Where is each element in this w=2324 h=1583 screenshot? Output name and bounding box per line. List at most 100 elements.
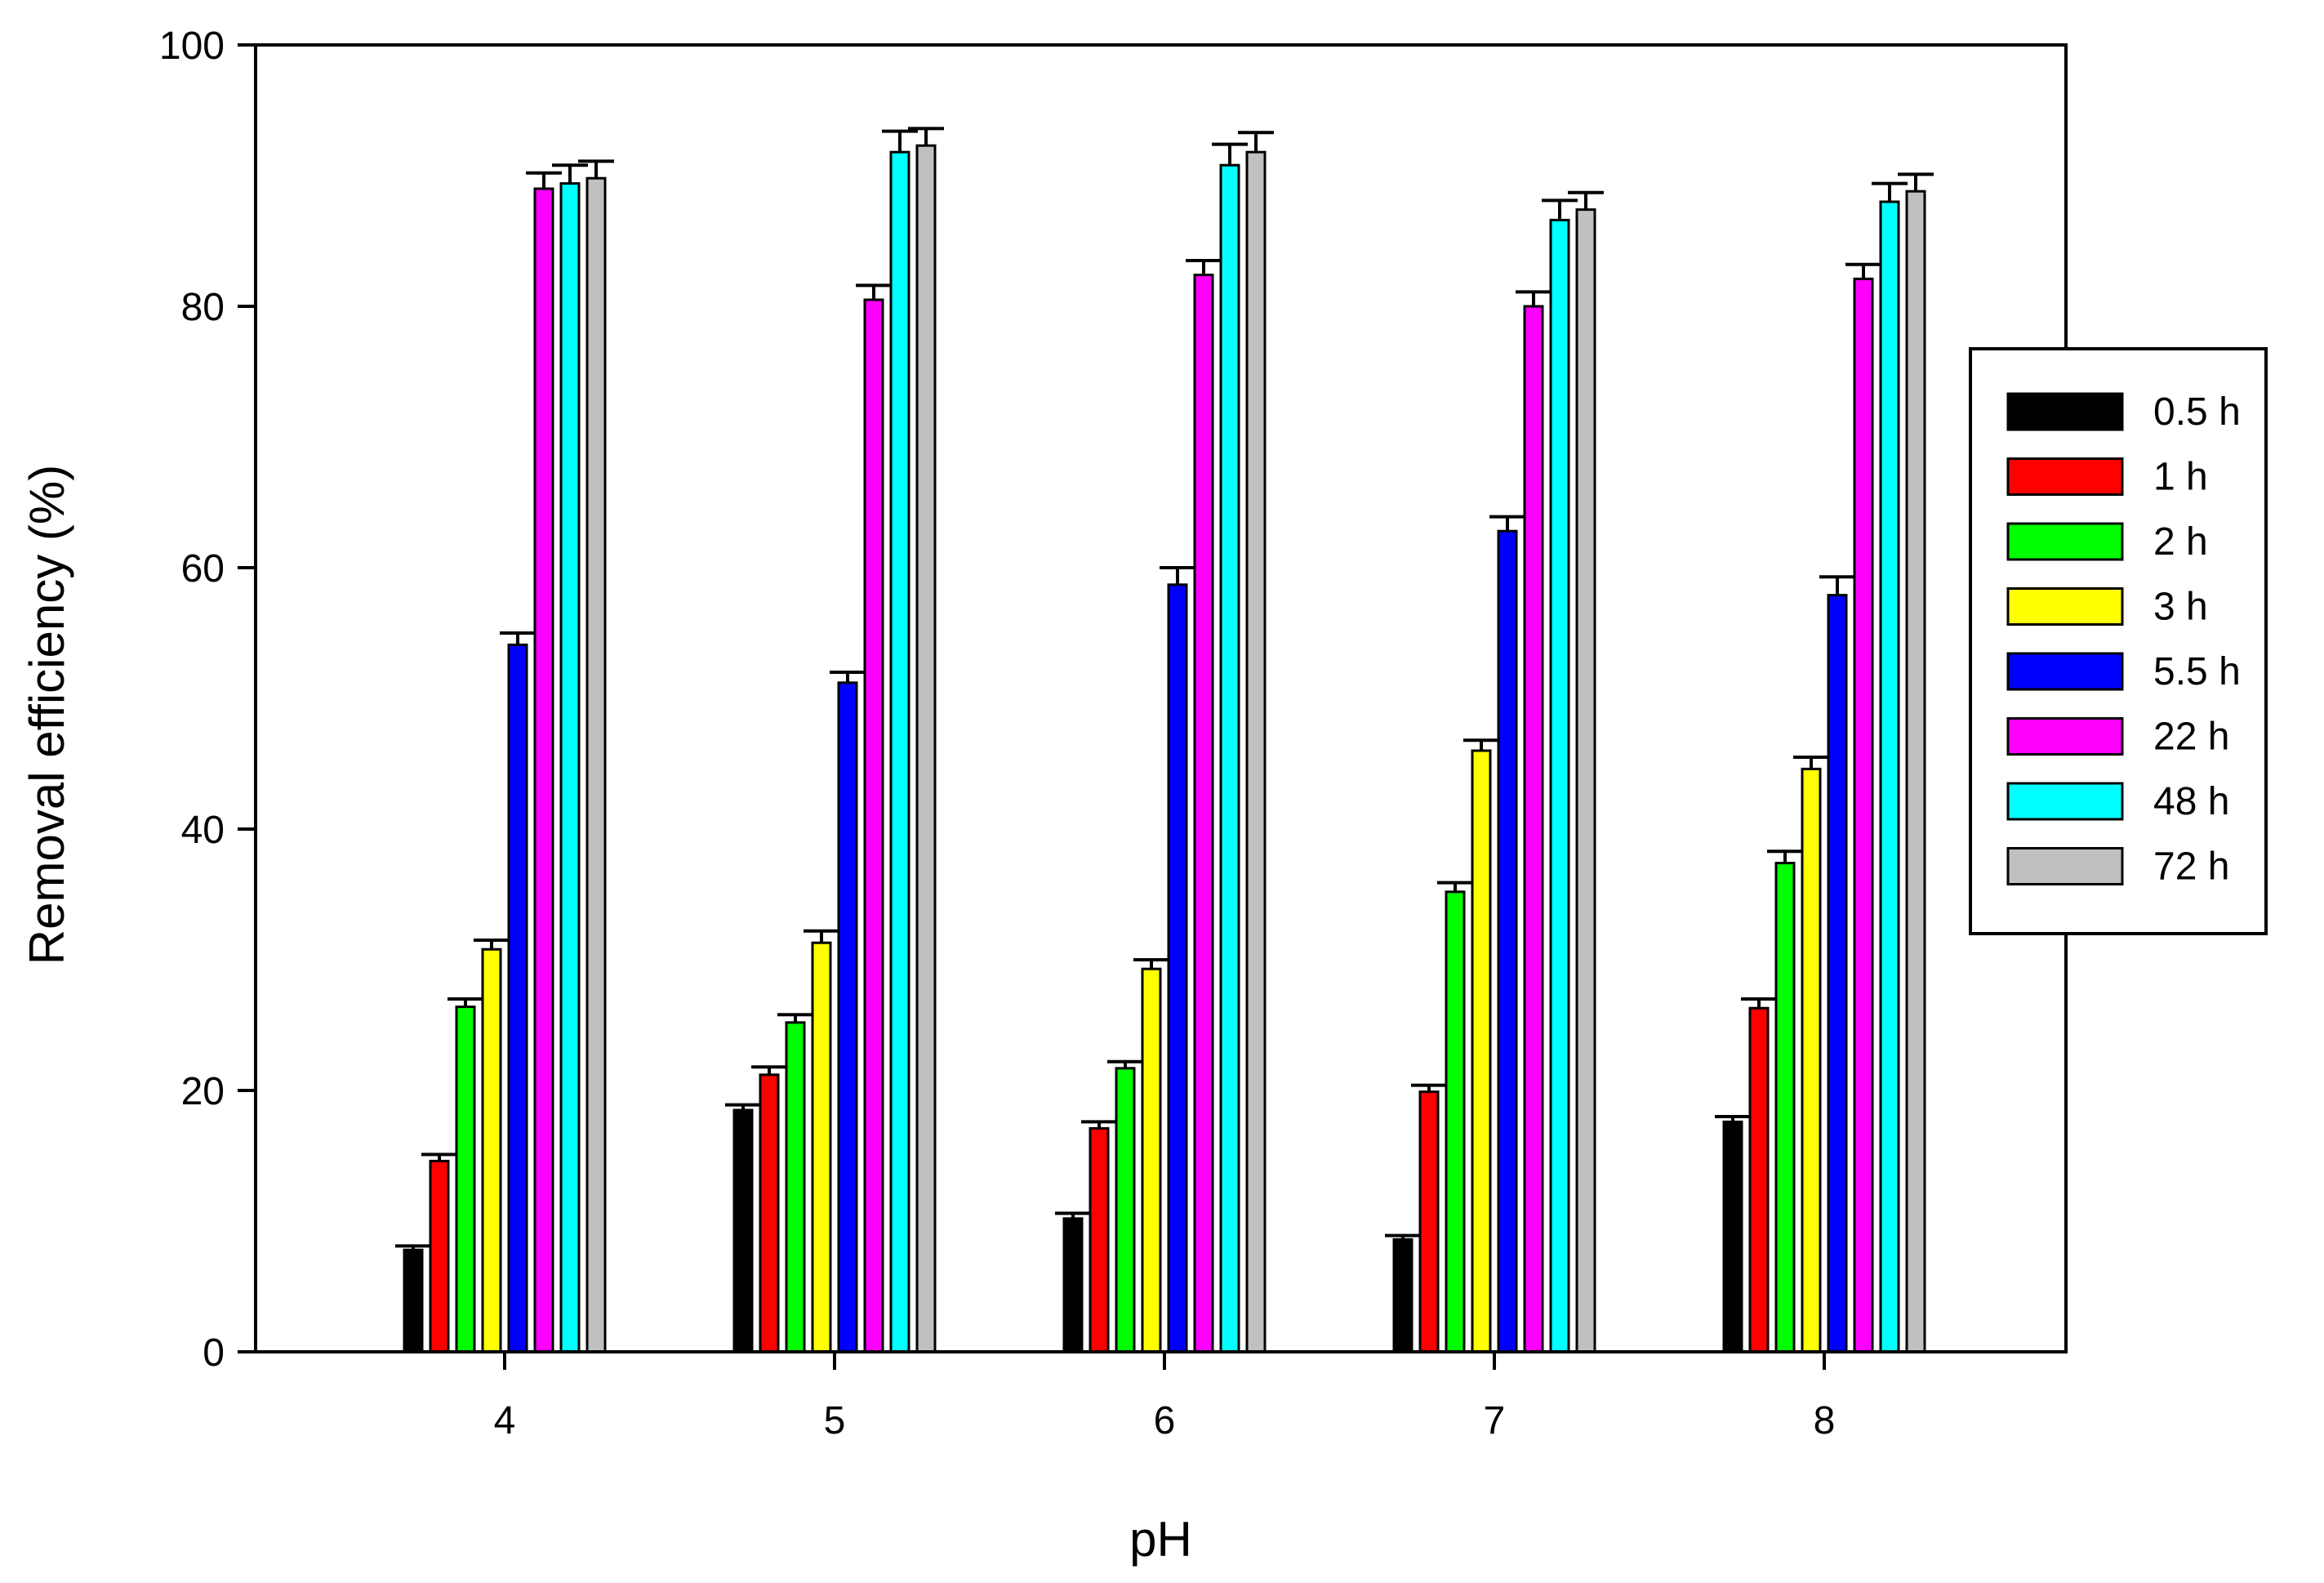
bar-1-h-ph-8	[1748, 1006, 1770, 1353]
error-bar-48-h-ph-7	[1542, 198, 1578, 221]
bar-1-h-ph-5	[759, 1073, 780, 1353]
bar-22-h-ph-7	[1523, 305, 1544, 1353]
bar-3-h-ph-4	[481, 948, 502, 1353]
legend-label: 48 h	[2153, 780, 2229, 823]
error-bar-22-h-ph-6	[1186, 259, 1222, 275]
bar-2-h-ph-7	[1445, 890, 1466, 1353]
error-bar-1-h-ph-7	[1411, 1083, 1447, 1092]
bar-2-h-ph-8	[1774, 862, 1796, 1353]
bar-72-h-ph-4	[585, 176, 607, 1353]
legend-label: 1 h	[2153, 456, 2208, 499]
bar-22-h-ph-4	[533, 187, 554, 1353]
y-tick-label-100: 100	[159, 25, 225, 68]
legend-label: 0.5 h	[2153, 390, 2241, 434]
legend-swatch	[2006, 392, 2124, 431]
error-bar-0-5-h-ph-8	[1715, 1115, 1751, 1122]
legend-swatch	[2006, 652, 2124, 691]
legend-items: 0.5 h 1 h 2 h 3 h 5.5 h 22 h 48 h 72 h	[2006, 390, 2241, 889]
bar-5-5-h-ph-5	[837, 681, 858, 1353]
legend-label: 5.5 h	[2153, 650, 2241, 693]
error-bar-22-h-ph-8	[1845, 262, 1881, 279]
error-bar-22-h-ph-4	[526, 171, 562, 189]
legend-item-5-5-h: 5.5 h	[2006, 650, 2241, 693]
bar-48-h-ph-4	[559, 182, 581, 1353]
bar-5-5-h-ph-8	[1827, 594, 1848, 1353]
y-tick-label-40: 40	[181, 809, 225, 852]
error-bar-2-h-ph-6	[1107, 1059, 1143, 1068]
error-bar-5-5-h-ph-4	[500, 631, 536, 645]
legend-item-2-h: 2 h	[2006, 520, 2208, 564]
x-tick-label-5: 5	[824, 1399, 846, 1443]
bar-3-h-ph-8	[1801, 767, 1822, 1353]
error-bar-48-h-ph-6	[1212, 142, 1248, 166]
y-tick-label-60: 60	[181, 547, 225, 591]
bar-1-h-ph-6	[1089, 1126, 1110, 1353]
bar-3-h-ph-7	[1471, 749, 1492, 1353]
legend-swatch	[2006, 847, 2124, 885]
error-bar-5-5-h-ph-8	[1819, 575, 1855, 595]
legend-item-0-5-h: 0.5 h	[2006, 390, 2241, 434]
bar-5-5-h-ph-4	[507, 643, 528, 1353]
legend-swatch	[2006, 522, 2124, 561]
bar-5-5-h-ph-6	[1167, 583, 1188, 1353]
legend-swatch	[2006, 457, 2124, 496]
bar-72-h-ph-7	[1575, 208, 1596, 1353]
bar-48-h-ph-5	[889, 150, 910, 1353]
legend-label: 2 h	[2153, 520, 2208, 564]
error-bar-3-h-ph-7	[1463, 738, 1499, 751]
legend-item-48-h: 48 h	[2006, 780, 2229, 823]
legend: 0.5 h 1 h 2 h 3 h 5.5 h 22 h 48 h 72 h	[1969, 347, 2268, 935]
bar-0-5-h-ph-6	[1062, 1217, 1084, 1353]
error-bar-2-h-ph-4	[447, 997, 483, 1007]
x-tick-label-6: 6	[1154, 1399, 1176, 1443]
error-bar-0-5-h-ph-7	[1385, 1233, 1421, 1240]
bar-22-h-ph-6	[1193, 274, 1214, 1353]
legend-item-22-h: 22 h	[2006, 716, 2229, 759]
bar-48-h-ph-8	[1879, 200, 1900, 1353]
error-bar-2-h-ph-8	[1767, 849, 1803, 863]
x-tick-label-8: 8	[1814, 1399, 1836, 1443]
bar-0-5-h-ph-4	[403, 1248, 424, 1353]
bar-0-5-h-ph-8	[1722, 1120, 1743, 1353]
legend-box	[1969, 347, 2268, 935]
error-bar-5-5-h-ph-6	[1160, 566, 1195, 585]
error-bar-1-h-ph-8	[1741, 997, 1777, 1009]
y-tick-label-0: 0	[203, 1331, 225, 1375]
error-bar-48-h-ph-4	[552, 163, 588, 184]
x-tick-label-7: 7	[1484, 1399, 1506, 1443]
bar-0-5-h-ph-7	[1392, 1237, 1414, 1353]
legend-item-1-h: 1 h	[2006, 456, 2208, 499]
bar-0-5-h-ph-5	[732, 1108, 754, 1353]
y-tick-label-80: 80	[181, 286, 225, 329]
legend-item-3-h: 3 h	[2006, 586, 2208, 629]
error-bar-48-h-ph-8	[1872, 181, 1908, 202]
bar-72-h-ph-5	[915, 144, 937, 1353]
bar-72-h-ph-6	[1245, 150, 1267, 1353]
legend-label: 22 h	[2153, 716, 2229, 759]
y-tick-label-20: 20	[181, 1070, 225, 1113]
error-bar-3-h-ph-8	[1793, 756, 1829, 769]
error-bar-1-h-ph-5	[751, 1065, 787, 1075]
x-axis: 4 5 6 7 8	[494, 1352, 1836, 1443]
error-bars-layer	[395, 127, 1934, 1251]
legend-label: 72 h	[2153, 845, 2229, 889]
error-bar-0-5-h-ph-6	[1055, 1211, 1091, 1219]
error-bar-0-5-h-ph-4	[395, 1244, 431, 1251]
bar-1-h-ph-4	[429, 1159, 450, 1353]
bar-2-h-ph-5	[785, 1021, 806, 1353]
bar-22-h-ph-5	[863, 298, 884, 1353]
error-bar-1-h-ph-4	[421, 1153, 457, 1162]
bar-2-h-ph-6	[1115, 1067, 1136, 1353]
error-bar-72-h-ph-6	[1238, 131, 1274, 153]
bar-48-h-ph-6	[1219, 163, 1240, 1353]
bar-3-h-ph-6	[1141, 967, 1162, 1353]
error-bar-3-h-ph-5	[804, 929, 839, 943]
error-bar-3-h-ph-4	[474, 939, 510, 950]
legend-label: 3 h	[2153, 586, 2208, 629]
bar-2-h-ph-4	[455, 1006, 476, 1353]
error-bar-0-5-h-ph-5	[725, 1103, 761, 1110]
error-bar-72-h-ph-7	[1568, 190, 1604, 210]
error-bar-72-h-ph-8	[1898, 172, 1934, 192]
bar-3-h-ph-5	[811, 941, 832, 1353]
